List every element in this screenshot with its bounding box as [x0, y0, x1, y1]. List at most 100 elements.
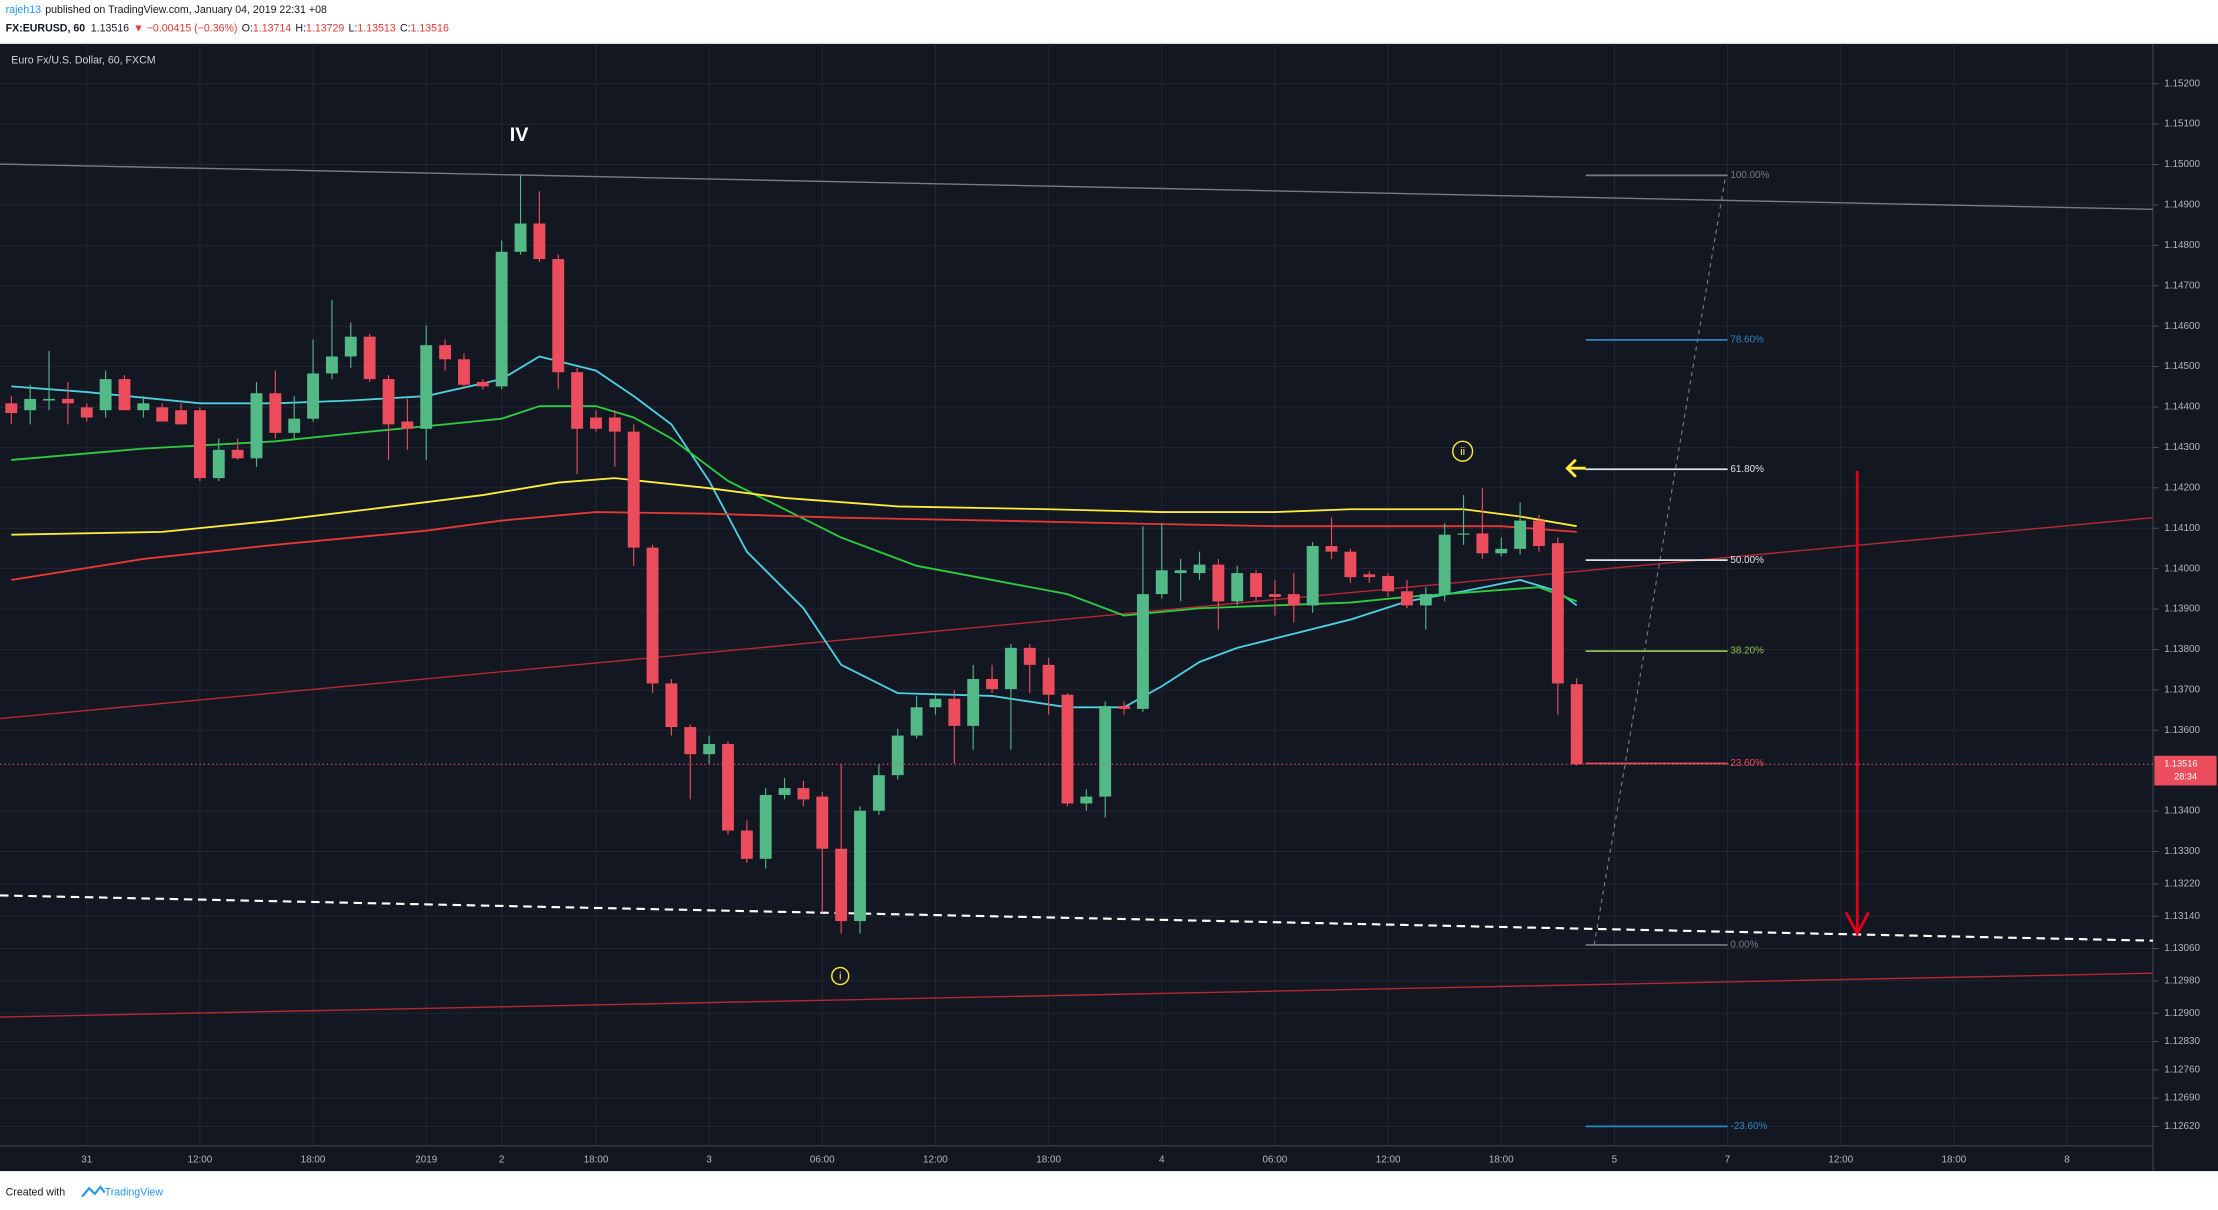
candle-body — [1231, 573, 1244, 602]
ohlc-value: 1.13513 — [357, 22, 395, 34]
y-tick-label: 1.14300 — [2164, 442, 2200, 453]
wave-circle — [1452, 440, 1474, 462]
candle-body — [1155, 570, 1168, 595]
y-tick-label: 1.14000 — [2164, 563, 2200, 574]
y-tick-label: 1.13140 — [2164, 911, 2200, 922]
candle-body — [99, 379, 112, 411]
candle-body — [156, 407, 169, 422]
candle-body — [1080, 796, 1093, 804]
candle-body — [1344, 551, 1357, 578]
candle-body — [1287, 594, 1300, 606]
fib-label: 50.00% — [1730, 555, 1764, 566]
candle-body — [514, 223, 527, 252]
moving-average — [11, 355, 1578, 709]
candle-body — [344, 336, 357, 357]
x-tick-label: 18:00 — [1942, 1155, 1967, 1166]
footer-brand[interactable]: TradingView — [105, 1186, 164, 1198]
candle-body — [910, 707, 923, 736]
candle-body — [1193, 564, 1206, 574]
candle-body — [5, 403, 18, 414]
candle-body — [1306, 546, 1319, 606]
candle-body — [835, 848, 848, 922]
candle-body — [740, 830, 753, 859]
candle-body — [476, 381, 489, 387]
x-tick-label: 2019 — [415, 1155, 438, 1166]
candle-body — [872, 775, 885, 811]
y-tick-label: 1.14200 — [2164, 482, 2200, 493]
candle-body — [646, 547, 659, 684]
candle-body — [137, 403, 150, 411]
countdown: 28:34 — [2174, 771, 2197, 781]
x-tick-label: 2 — [499, 1155, 505, 1166]
red-arrow-head — [1844, 911, 1870, 937]
author[interactable]: rajeh13 — [6, 4, 41, 16]
dashed-trend-line — [0, 894, 2153, 942]
candle-body — [1570, 684, 1583, 765]
wave-label: i — [839, 971, 842, 983]
candle-body — [684, 727, 697, 755]
x-tick-label: 12:00 — [923, 1155, 948, 1166]
candle-body — [250, 393, 263, 459]
y-tick-label: 1.14400 — [2164, 402, 2200, 413]
candle-body — [722, 744, 734, 831]
fib-label: 78.60% — [1730, 335, 1764, 346]
x-tick-label: 5 — [1612, 1155, 1618, 1166]
fib-label: -23.60% — [1730, 1121, 1767, 1132]
x-tick-label: 31 — [81, 1155, 93, 1166]
candle-body — [1495, 548, 1508, 554]
candle-body — [307, 373, 320, 419]
y-tick-label: 1.12900 — [2164, 1008, 2200, 1019]
candle-body — [778, 788, 791, 795]
ohlc-value: 1.13714 — [253, 22, 291, 34]
candle-body — [571, 372, 584, 429]
symbol: FX:EURUSD, 60 — [6, 22, 86, 34]
y-tick-label: 1.14700 — [2164, 280, 2200, 291]
x-tick-label: 18:00 — [584, 1155, 609, 1166]
candle-body — [1118, 706, 1130, 709]
x-tick-label: 18:00 — [1489, 1155, 1514, 1166]
y-tick-label: 1.12980 — [2164, 975, 2200, 986]
moving-average — [11, 477, 1577, 536]
change: ▼ −0.00415 (−0.36%) — [133, 22, 237, 34]
candle-body — [891, 735, 904, 776]
candle-body — [325, 356, 338, 374]
candle-body — [590, 417, 602, 429]
candle-body — [1382, 575, 1395, 592]
footer-created: Created with — [6, 1186, 66, 1198]
y-tick-label: 1.14100 — [2164, 523, 2200, 534]
trend-line — [0, 163, 2153, 211]
candle-body — [552, 259, 565, 373]
chart-title: Euro Fx/U.S. Dollar, 60, FXCM — [11, 55, 155, 67]
candle-body — [401, 421, 414, 429]
candle-body — [1457, 533, 1470, 535]
ohlc-label: O: — [242, 22, 253, 34]
candle-body — [533, 223, 546, 260]
candle-body — [1325, 546, 1338, 552]
y-tick-label: 1.13900 — [2164, 604, 2200, 615]
fib-trend — [1593, 175, 1727, 946]
candle-body — [816, 796, 829, 849]
yellow-arrow-head — [1565, 458, 1577, 478]
candle-body — [193, 410, 206, 479]
ohlc-label: C: — [400, 22, 411, 34]
x-tick-label: 12:00 — [1376, 1155, 1401, 1166]
brand-icon — [81, 1185, 106, 1198]
x-tick-label: 12:00 — [188, 1155, 213, 1166]
last-price: 1.13516 — [91, 22, 129, 34]
candle-body — [967, 678, 980, 726]
x-tick-label: 18:00 — [301, 1155, 326, 1166]
candle-body — [627, 431, 640, 548]
candle-body — [1533, 520, 1545, 547]
y-tick-label: 1.13060 — [2164, 943, 2200, 954]
candle-body — [608, 417, 621, 432]
candle-body — [854, 810, 866, 922]
fib-label: 61.80% — [1730, 464, 1764, 475]
last-price-label: 1.13516 — [2164, 759, 2197, 769]
ohlc-value: 1.13729 — [306, 22, 344, 34]
candle-body — [1023, 647, 1036, 665]
fib-label: 0.00% — [1730, 940, 1758, 951]
candle-body — [1136, 594, 1149, 709]
wave-label: IV — [510, 124, 530, 146]
candle-body — [1438, 534, 1451, 595]
